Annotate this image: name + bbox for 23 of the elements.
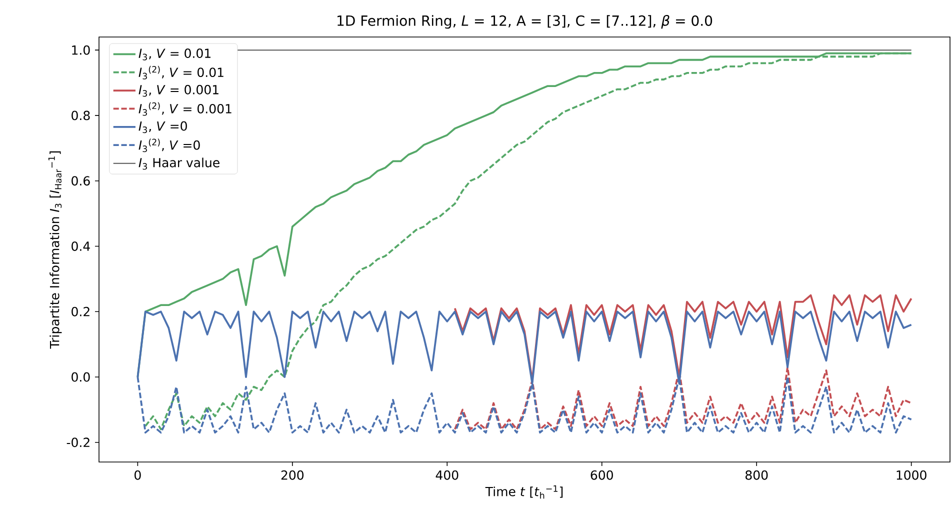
x-axis-title: Time t [t$_{h}$$^{−1}$] — [485, 485, 563, 499]
legend-label: I$_{3}$, V = 0.001 — [138, 84, 218, 97]
legend-label: I$_{3}$, V =0 — [138, 121, 187, 134]
x-tick-label: 400 — [436, 470, 458, 480]
x-tick-label: 200 — [281, 470, 304, 480]
y-tick-label: 0.0 — [72, 372, 90, 382]
legend-label: I$_{3}$$^{(2)}$, V = 0.01 — [138, 66, 224, 80]
x-tick-label: 800 — [746, 470, 768, 480]
y-tick-label: 0.2 — [72, 306, 90, 316]
chart-title: 1D Fermion Ring, L = 12, A = [3], C = [7..12], β = 0.0 — [338, 15, 712, 29]
legend-label: I$_{3}$ Haar value — [138, 158, 220, 170]
x-tick-label: 0 — [134, 470, 141, 480]
y-axis-title: Tripartite Information I$_{3}$ [I$_{Haar}$$^{−1}$] — [48, 151, 62, 349]
x-tick-label: 1000 — [896, 470, 926, 480]
legend-label: I$_{3}$, V = 0.01 — [138, 48, 210, 60]
y-tick-label: -0.2 — [66, 438, 90, 448]
legend-label: I$_{3}$$^{(2)}$, V =0 — [138, 138, 200, 152]
y-tick-label: 0.4 — [72, 242, 90, 251]
y-tick-label: 0.6 — [72, 176, 90, 186]
x-tick-label: 600 — [590, 470, 613, 480]
y-tick-label: 0.8 — [72, 110, 90, 120]
legend-label: I$_{3}$$^{(2)}$, V = 0.001 — [138, 102, 232, 116]
y-tick-label: 1.0 — [72, 45, 90, 55]
